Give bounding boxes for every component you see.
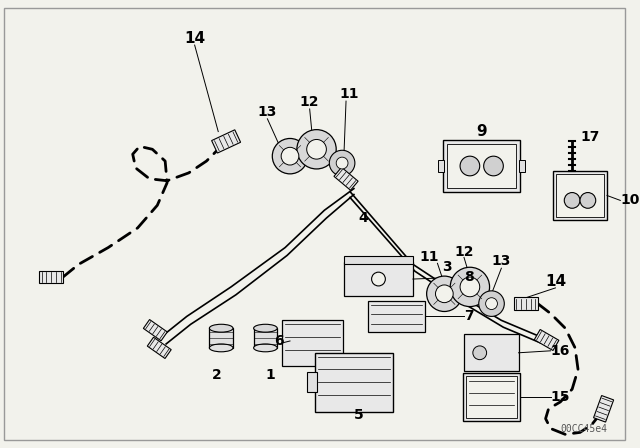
Text: 7: 7 bbox=[464, 310, 474, 323]
Bar bbox=[553, 171, 607, 220]
Circle shape bbox=[435, 285, 453, 303]
Text: 14: 14 bbox=[184, 31, 205, 46]
Bar bbox=[534, 329, 559, 350]
Text: 14: 14 bbox=[545, 274, 566, 289]
Circle shape bbox=[372, 272, 385, 286]
Bar bbox=[143, 319, 167, 341]
Bar bbox=[367, 301, 425, 332]
Text: 1: 1 bbox=[266, 368, 275, 383]
Circle shape bbox=[450, 267, 490, 306]
Text: 8: 8 bbox=[464, 270, 474, 284]
Text: 13: 13 bbox=[258, 105, 277, 119]
Circle shape bbox=[484, 156, 503, 176]
Circle shape bbox=[486, 298, 497, 310]
Circle shape bbox=[473, 346, 486, 360]
Bar bbox=[519, 160, 525, 172]
Text: 5: 5 bbox=[354, 408, 364, 422]
Bar bbox=[39, 271, 63, 284]
Bar bbox=[556, 174, 604, 217]
Text: 2: 2 bbox=[211, 368, 221, 383]
Text: 16: 16 bbox=[550, 344, 570, 358]
Text: 11: 11 bbox=[339, 87, 359, 101]
Bar bbox=[465, 334, 518, 371]
Text: 00CC45e4: 00CC45e4 bbox=[561, 424, 607, 435]
Bar bbox=[463, 374, 520, 421]
Bar bbox=[444, 140, 520, 192]
Text: 3: 3 bbox=[442, 260, 452, 274]
Circle shape bbox=[281, 147, 299, 165]
Circle shape bbox=[307, 139, 326, 159]
Bar bbox=[438, 160, 444, 172]
Bar bbox=[282, 320, 343, 366]
Ellipse shape bbox=[253, 324, 277, 332]
Circle shape bbox=[427, 276, 462, 311]
Text: 12: 12 bbox=[300, 95, 319, 109]
Bar bbox=[514, 297, 538, 310]
Bar bbox=[209, 328, 233, 348]
Text: 15: 15 bbox=[550, 390, 570, 404]
Ellipse shape bbox=[209, 344, 233, 352]
Circle shape bbox=[297, 129, 336, 169]
Circle shape bbox=[330, 150, 355, 176]
Bar bbox=[315, 353, 393, 412]
Text: 4: 4 bbox=[359, 211, 369, 225]
Text: 6: 6 bbox=[275, 334, 284, 348]
Circle shape bbox=[336, 157, 348, 169]
Ellipse shape bbox=[253, 344, 277, 352]
Text: 13: 13 bbox=[492, 254, 511, 268]
Circle shape bbox=[272, 138, 308, 174]
Bar bbox=[307, 372, 317, 392]
Text: 11: 11 bbox=[420, 250, 439, 264]
Text: 10: 10 bbox=[620, 194, 640, 207]
Circle shape bbox=[564, 193, 580, 208]
Bar bbox=[147, 337, 172, 358]
Circle shape bbox=[460, 156, 480, 176]
Bar bbox=[212, 130, 241, 153]
Bar bbox=[593, 396, 614, 422]
Text: 17: 17 bbox=[580, 129, 600, 143]
Bar bbox=[344, 263, 413, 296]
Bar bbox=[344, 256, 413, 264]
Bar bbox=[447, 144, 516, 188]
Circle shape bbox=[479, 291, 504, 316]
Circle shape bbox=[580, 193, 596, 208]
Text: 12: 12 bbox=[454, 245, 474, 258]
Circle shape bbox=[460, 277, 480, 297]
Bar bbox=[466, 376, 517, 418]
Bar bbox=[334, 167, 358, 190]
Text: 9: 9 bbox=[476, 124, 487, 139]
Bar bbox=[253, 328, 277, 348]
Ellipse shape bbox=[209, 324, 233, 332]
